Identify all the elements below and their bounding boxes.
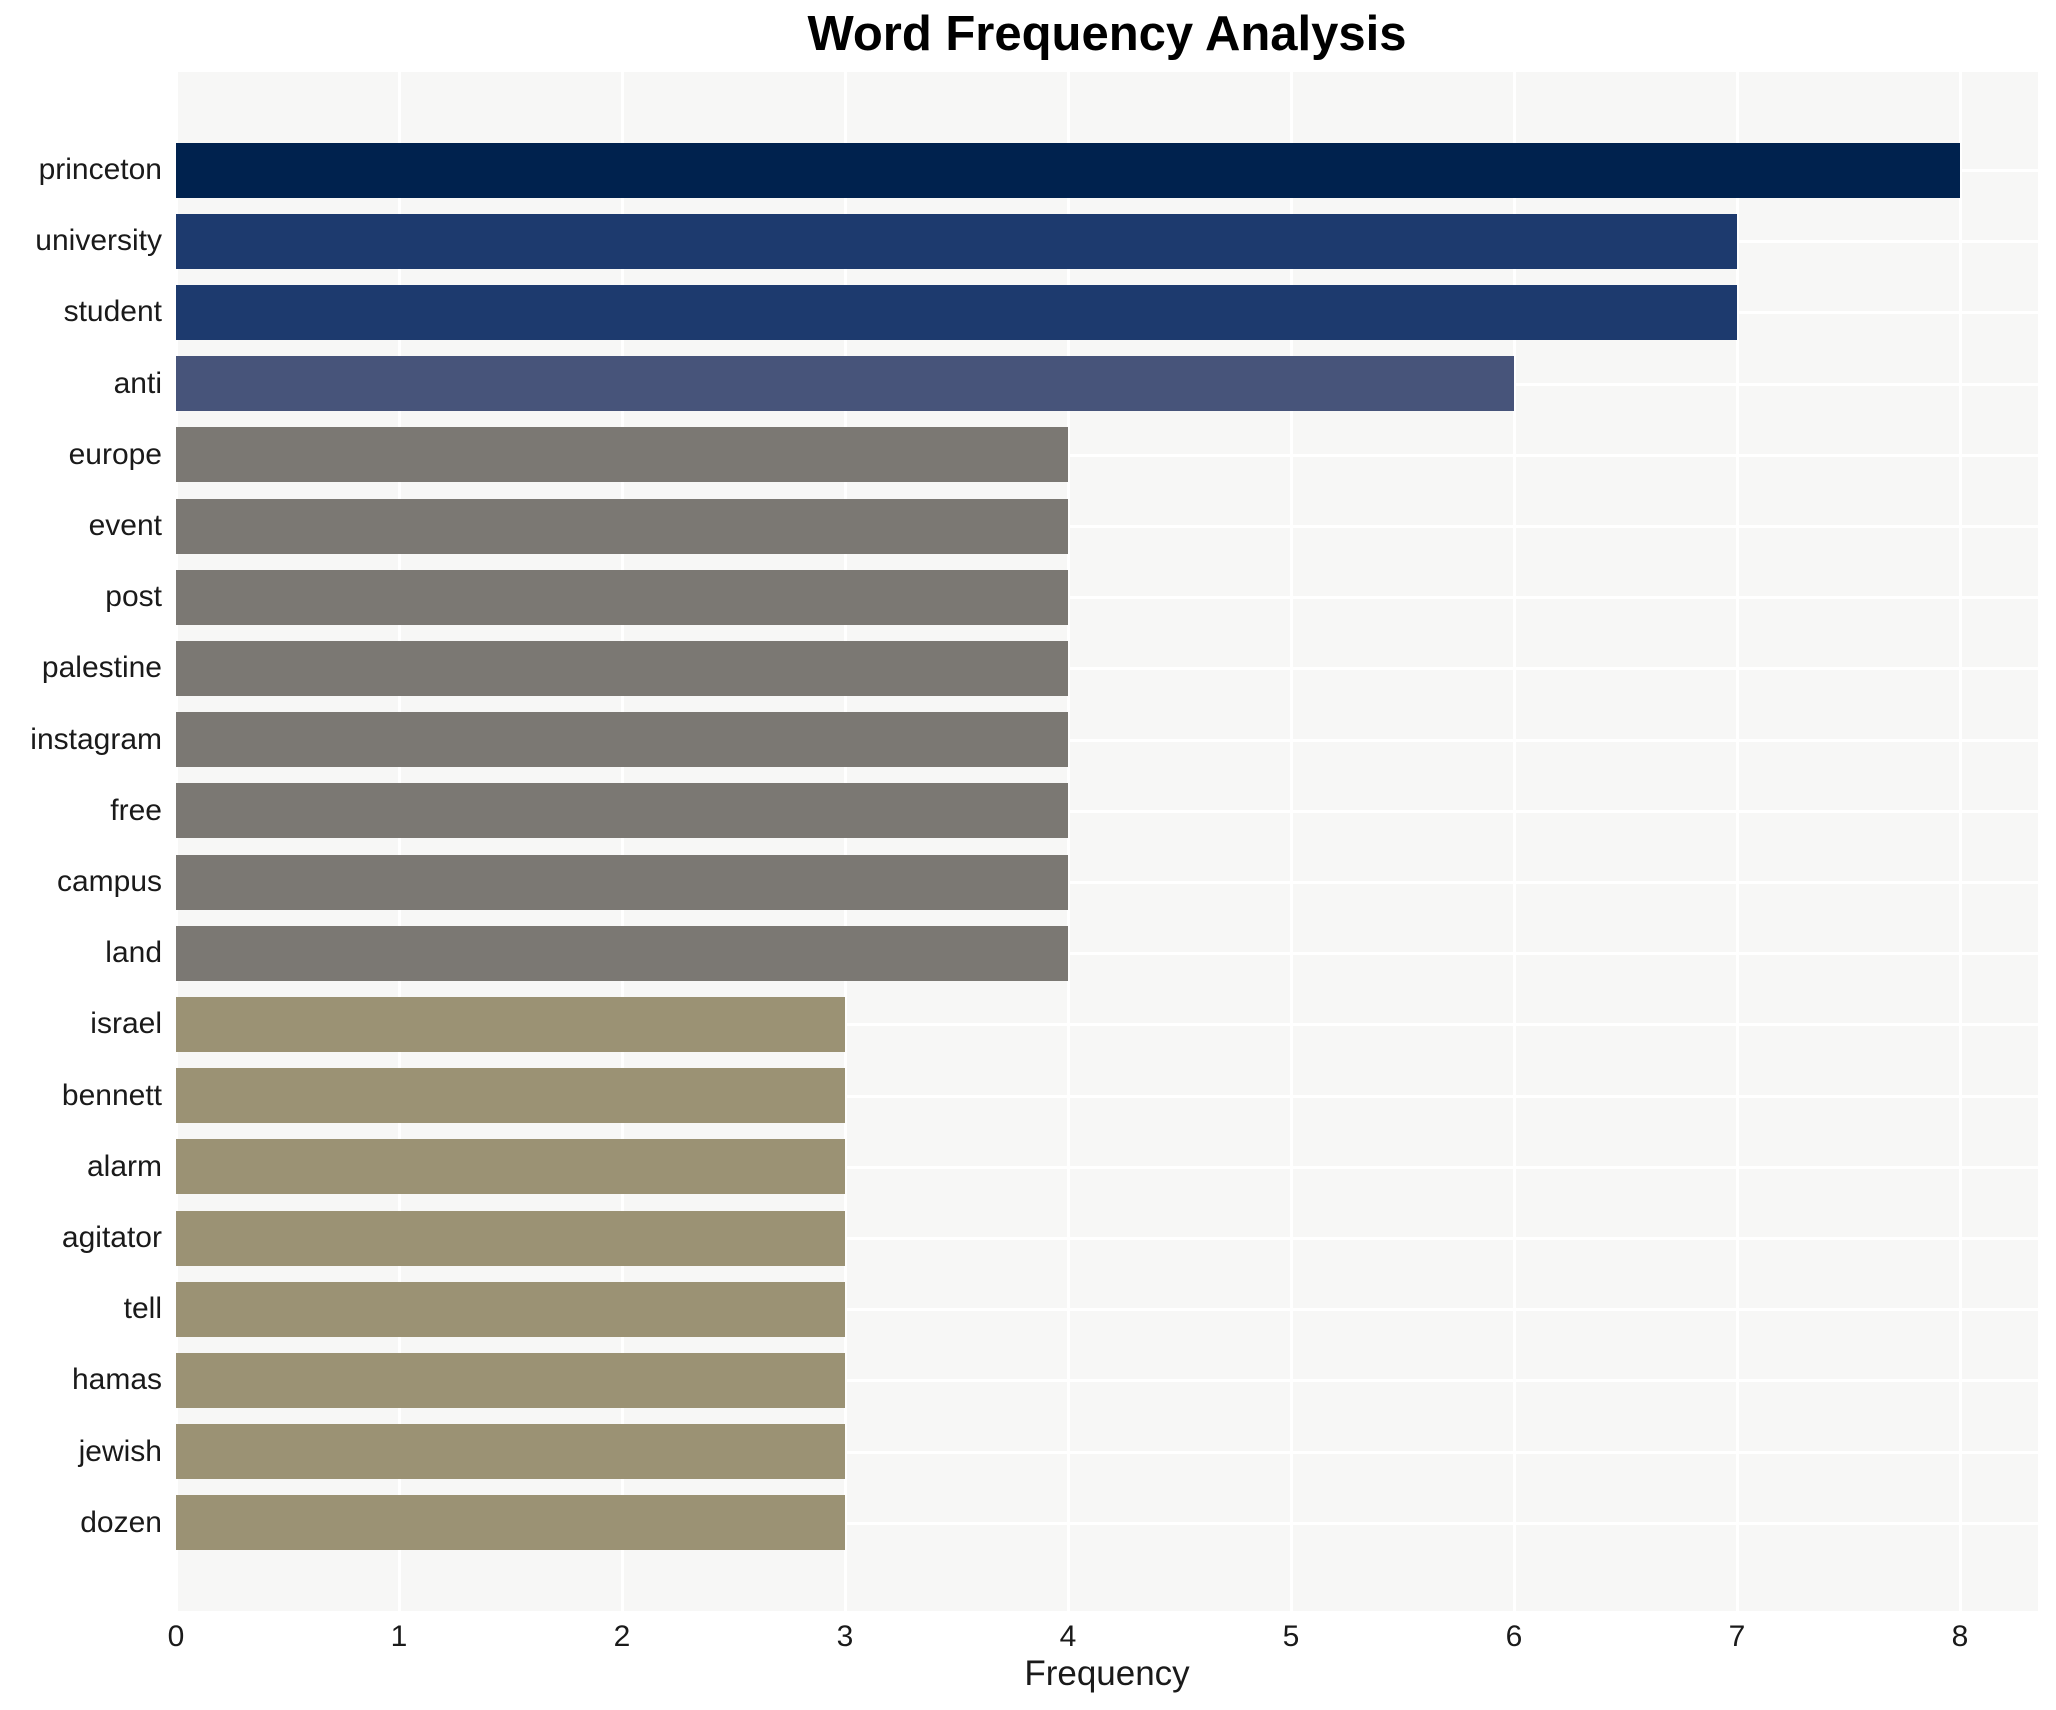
gridline-vertical	[1959, 72, 1962, 1611]
x-axis-tick-7: 7	[1728, 1620, 1746, 1653]
x-axis-tick-8: 8	[1951, 1620, 1969, 1653]
gridline-horizontal	[176, 810, 2038, 813]
bar-bennett	[176, 1068, 845, 1123]
x-axis-tick-1: 1	[390, 1620, 408, 1653]
bar-university	[176, 214, 1737, 269]
bar-campus	[176, 855, 1068, 910]
chart-title: Word Frequency Analysis	[807, 7, 1407, 61]
y-axis-label-free: free	[110, 794, 162, 827]
bar-post	[176, 570, 1068, 625]
gridline-horizontal	[176, 525, 2038, 528]
y-axis-label-tell: tell	[123, 1292, 162, 1325]
y-axis-label-bennett: bennett	[61, 1079, 162, 1112]
y-axis-label-alarm: alarm	[86, 1150, 162, 1183]
bar-palestine	[176, 641, 1068, 696]
gridline-vertical	[1290, 72, 1293, 1611]
y-axis-label-event: event	[88, 509, 162, 542]
bar-dozen	[176, 1495, 845, 1550]
gridline-horizontal	[176, 667, 2038, 670]
x-axis-tick-6: 6	[1505, 1620, 1523, 1653]
gridline-horizontal	[176, 596, 2038, 599]
y-axis-label-palestine: palestine	[41, 651, 162, 684]
x-axis-tick-4: 4	[1059, 1620, 1077, 1653]
gridline-horizontal	[176, 881, 2038, 884]
gridline-vertical	[844, 72, 847, 1611]
bar-europe	[176, 427, 1068, 482]
bar-alarm	[176, 1139, 845, 1194]
gridline-horizontal	[176, 952, 2038, 955]
bar-anti	[176, 356, 1514, 411]
bar-agitator	[176, 1211, 845, 1266]
bar-tell	[176, 1282, 845, 1337]
y-axis-label-instagram: instagram	[30, 723, 162, 756]
bar-jewish	[176, 1424, 845, 1479]
y-axis-label-land: land	[105, 936, 162, 969]
x-axis-tick-3: 3	[836, 1620, 854, 1653]
plot-area	[175, 72, 2038, 1611]
bar-princeton	[176, 143, 1960, 198]
gridline-vertical	[1736, 72, 1739, 1611]
gridline-horizontal	[176, 1379, 2038, 1382]
gridline-vertical	[1513, 72, 1516, 1611]
x-axis-title: Frequency	[1024, 1654, 1190, 1693]
gridline-horizontal	[176, 454, 2038, 457]
gridline-horizontal	[176, 1166, 2038, 1169]
gridline-vertical	[1067, 72, 1070, 1611]
bar-free	[176, 783, 1068, 838]
x-axis-tick-5: 5	[1282, 1620, 1300, 1653]
gridline-horizontal	[176, 1522, 2038, 1525]
y-axis-label-europe: europe	[68, 438, 162, 471]
bar-student	[176, 285, 1737, 340]
x-axis-tick-2: 2	[613, 1620, 631, 1653]
bar-event	[176, 499, 1068, 554]
gridline-horizontal	[176, 1451, 2038, 1454]
gridline-vertical	[621, 72, 624, 1611]
y-axis-label-hamas: hamas	[71, 1363, 162, 1396]
gridline-horizontal	[176, 1237, 2038, 1240]
bar-hamas	[176, 1353, 845, 1408]
y-axis-label-post: post	[105, 580, 162, 613]
y-axis-label-university: university	[35, 224, 162, 257]
gridline-horizontal	[176, 1095, 2038, 1098]
bar-instagram	[176, 712, 1068, 767]
gridline-vertical	[175, 72, 178, 1611]
bar-israel	[176, 997, 845, 1052]
y-axis-label-princeton: princeton	[38, 153, 162, 186]
x-axis-tick-0: 0	[167, 1620, 185, 1653]
y-axis-label-agitator: agitator	[61, 1221, 162, 1254]
gridline-horizontal	[176, 739, 2038, 742]
y-axis-label-jewish: jewish	[78, 1435, 162, 1468]
y-axis-label-anti: anti	[113, 367, 162, 400]
gridline-horizontal	[176, 1023, 2038, 1026]
gridline-horizontal	[176, 1308, 2038, 1311]
y-axis-label-dozen: dozen	[80, 1506, 162, 1539]
y-axis-label-campus: campus	[56, 865, 162, 898]
y-axis-label-israel: israel	[90, 1007, 162, 1040]
bar-land	[176, 926, 1068, 981]
gridline-vertical	[398, 72, 401, 1611]
y-axis-label-student: student	[63, 295, 162, 328]
